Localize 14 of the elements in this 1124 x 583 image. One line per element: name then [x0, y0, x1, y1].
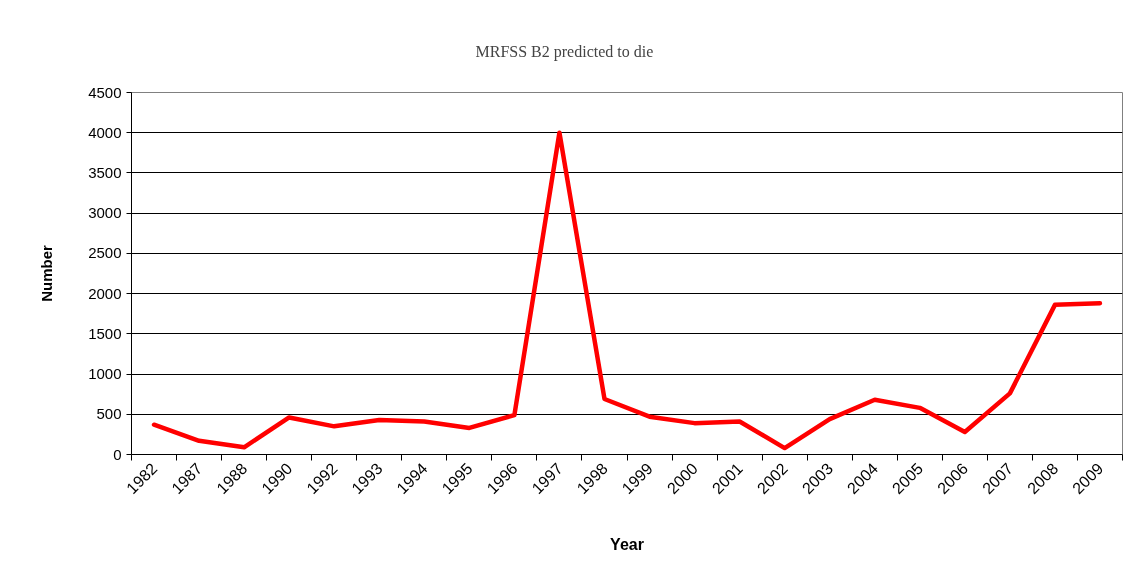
y-tick-label: 4500: [88, 83, 122, 101]
y-tick-label: 2500: [88, 244, 122, 262]
y-tick-label: 3000: [88, 204, 122, 222]
line-series: [151, 130, 1103, 451]
y-tick-label: 1000: [88, 365, 122, 383]
y-tick-label: 500: [96, 405, 122, 423]
y-tick-label: 2000: [88, 284, 122, 302]
y-tick-label: 4000: [88, 123, 122, 141]
y-tick-label: 1500: [88, 324, 122, 342]
chart-title: MRFSS B2 predicted to die: [475, 42, 654, 61]
y-axis-title: Number: [38, 245, 56, 302]
y-tick-label: 3500: [88, 163, 122, 181]
y-tick-label: 0: [113, 445, 122, 463]
x-axis-title: Year: [610, 536, 644, 554]
